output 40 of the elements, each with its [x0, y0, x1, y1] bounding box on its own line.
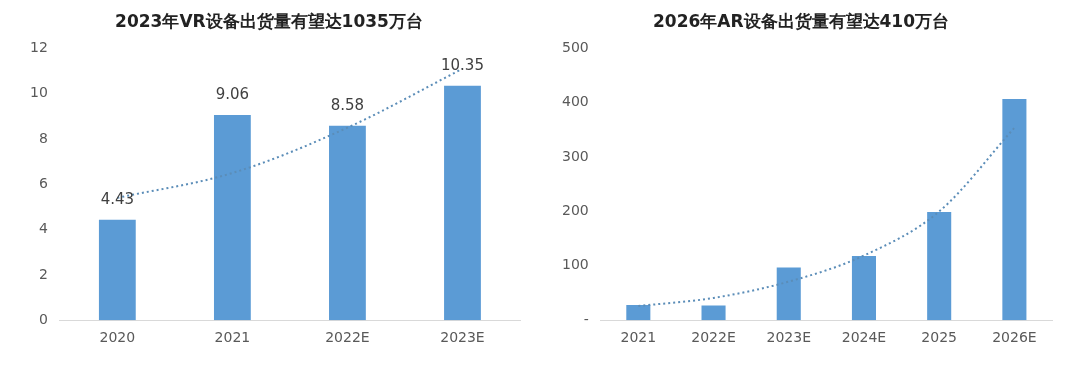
data-label: 8.58 — [330, 96, 365, 115]
bar — [776, 267, 801, 321]
x-tick-label: 2026E — [992, 329, 1037, 346]
x-tick-label: 2022E — [325, 329, 370, 346]
bar — [626, 304, 651, 321]
x-tick-label: 2023E — [766, 329, 811, 346]
bar — [444, 85, 481, 321]
y-tick-label: 400 — [561, 93, 589, 110]
y-tick-label: 2 — [38, 265, 48, 282]
y-tick-label: - — [583, 310, 589, 327]
x-tick-label: 2021 — [620, 329, 657, 346]
y-tick-label: 8 — [38, 129, 48, 146]
x-tick-label: 2021 — [214, 329, 251, 346]
y-tick-label: 200 — [561, 202, 589, 219]
x-tick-label: 2023E — [440, 329, 485, 346]
y-tick-label: 12 — [29, 39, 48, 56]
data-label: 9.06 — [215, 85, 250, 104]
x-tick-label: 2022E — [691, 329, 736, 346]
y-tick-label: 100 — [561, 256, 589, 273]
x-tick-label: 2020 — [99, 329, 136, 346]
bar — [927, 212, 952, 321]
line-series — [637, 126, 1016, 308]
y-tick-label: 0 — [38, 310, 48, 327]
bar — [213, 114, 251, 321]
chart-title: 2026年AR设备出货量有望达410万台 — [652, 10, 950, 31]
x-tick-label: 2025 — [921, 329, 957, 346]
data-label: 4.43 — [100, 190, 135, 209]
y-tick-label: 300 — [561, 147, 589, 164]
y-tick-label: 4 — [38, 220, 48, 237]
y-tick-label: 500 — [561, 39, 589, 56]
data-label: 10.35 — [441, 56, 484, 75]
y-tick-label: 6 — [38, 174, 48, 191]
bar — [329, 125, 366, 321]
x-tick-label: 2024E — [841, 329, 887, 346]
y-tick-label: 10 — [29, 84, 48, 101]
chart-title: 2023年VR设备出货量有望达1035万台 — [115, 10, 423, 31]
bar — [701, 305, 726, 321]
bar — [98, 219, 136, 321]
bar — [1002, 98, 1027, 321]
bar — [851, 256, 876, 321]
